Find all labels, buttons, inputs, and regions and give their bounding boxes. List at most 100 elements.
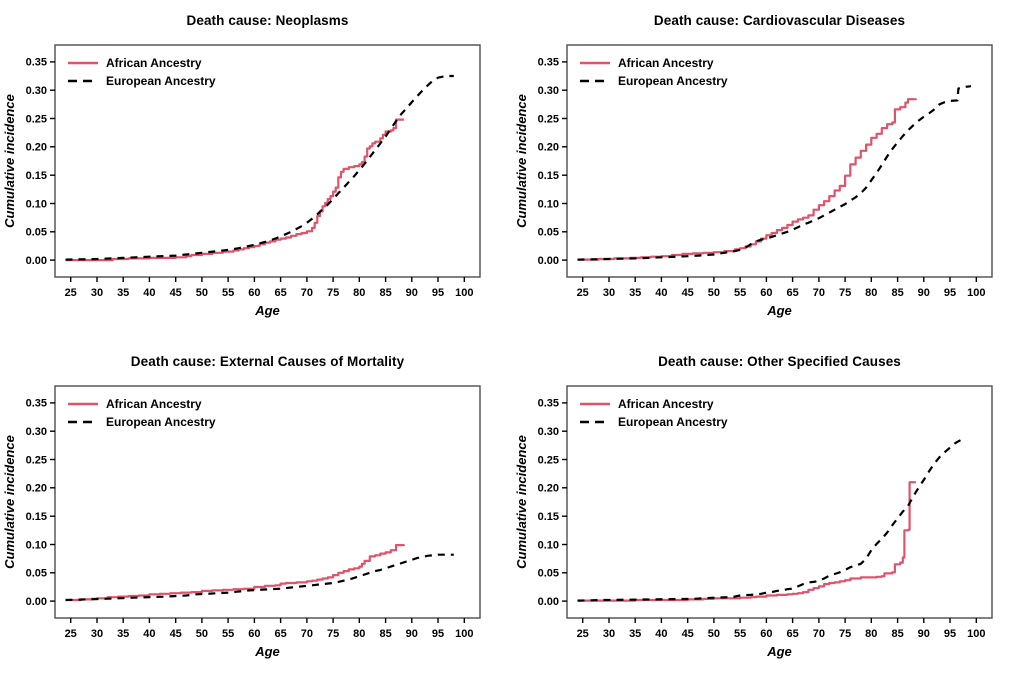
x-axis-tick-label: 40 — [143, 628, 155, 640]
x-axis-tick-label: 65 — [274, 628, 286, 640]
y-axis-tick-label: 0.10 — [538, 539, 559, 551]
x-axis-tick-label: 80 — [865, 628, 877, 640]
legend-label-european-ancestry: European Ancestry — [106, 415, 216, 429]
x-axis-tick-label: 100 — [967, 287, 985, 299]
plot-frame — [566, 385, 993, 619]
european-ancestry-curve — [65, 553, 454, 602]
x-axis-tick-label: 25 — [65, 287, 77, 299]
y-axis-tick-label: 0.00 — [26, 255, 47, 267]
y-axis-tick-label: 0.35 — [538, 398, 559, 410]
y-axis-tick-label: 0.20 — [26, 483, 47, 495]
x-axis-tick-label: 95 — [944, 628, 956, 640]
x-axis-tick-label: 35 — [629, 287, 641, 299]
y-axis-tick-label: 0.00 — [538, 596, 559, 608]
chart-other-specified-causes: 25 30 35 40 45 50 55 60 65 70 75 80 85 90 95 100 0.00 0.0… — [514, 385, 993, 659]
x-axis-tick-label: 30 — [603, 628, 615, 640]
x-axis-tick-label: 90 — [918, 287, 930, 299]
x-axis-tick-label: 35 — [117, 287, 129, 299]
y-axis-tick-label: 0.20 — [26, 142, 47, 154]
x-axis-tick-label: 95 — [432, 628, 444, 640]
y-axis-tick-label: 0.35 — [538, 57, 559, 69]
x-axis-tick-label: 100 — [455, 628, 473, 640]
y-axis-label: Cumulative incidence — [514, 94, 529, 228]
y-axis-tick-label: 0.10 — [538, 198, 559, 210]
x-axis-tick-label: 50 — [708, 287, 720, 299]
x-axis-tick-label: 30 — [91, 287, 103, 299]
x-axis-tick-label: 30 — [91, 628, 103, 640]
x-axis-tick-label: 25 — [65, 628, 77, 640]
x-axis-tick-label: 90 — [406, 628, 418, 640]
plot-frame — [54, 385, 481, 619]
y-axis-tick-label: 0.05 — [538, 568, 559, 580]
y-axis-tick-label: 0.30 — [26, 85, 47, 97]
x-axis-tick-label: 90 — [918, 628, 930, 640]
chart-cardiovascular-diseases: 25 30 35 40 45 50 55 60 65 70 75 80 85 90 95 100 0.00 0.0… — [514, 44, 993, 318]
x-axis-tick-label: 35 — [629, 628, 641, 640]
plot-frame — [566, 44, 993, 278]
chart-neoplasms: 25 30 35 40 45 50 55 60 65 70 75 80 85 90 95 100 0.00 0.0… — [2, 44, 481, 318]
x-axis-tick-label: 70 — [301, 628, 313, 640]
x-axis-tick-label: 95 — [944, 287, 956, 299]
y-axis-tick-label: 0.30 — [538, 426, 559, 438]
legend-label-european-ancestry: European Ancestry — [106, 74, 216, 88]
x-axis-tick-label: 45 — [170, 287, 182, 299]
y-axis-tick-label: 0.00 — [26, 596, 47, 608]
x-axis-label: Age — [254, 303, 280, 318]
african-ancestry-curve — [577, 98, 917, 261]
x-axis-tick-label: 85 — [891, 287, 903, 299]
y-axis-tick-label: 0.30 — [26, 426, 47, 438]
x-axis-label: Age — [766, 303, 792, 318]
y-axis-tick-label: 0.15 — [26, 511, 47, 523]
y-axis-tick-label: 0.35 — [26, 57, 47, 69]
panel-title-neoplasms: Death cause: Neoplasms — [186, 13, 349, 28]
x-axis-tick-label: 95 — [432, 287, 444, 299]
y-axis-tick-label: 0.05 — [26, 568, 47, 580]
y-axis-tick-label: 0.25 — [26, 454, 47, 466]
european-ancestry-curve — [577, 438, 967, 602]
panel-title-cardiovascular-diseases: Death cause: Cardiovascular Diseases — [653, 13, 906, 28]
x-axis-tick-label: 40 — [655, 628, 667, 640]
y-axis-tick-label: 0.10 — [26, 198, 47, 210]
x-axis-tick-label: 65 — [786, 287, 798, 299]
x-axis-tick-label: 25 — [577, 628, 589, 640]
x-axis-tick-label: 60 — [248, 287, 260, 299]
x-axis-tick-label: 30 — [603, 287, 615, 299]
x-axis-tick-label: 100 — [455, 287, 473, 299]
x-axis-tick-label: 50 — [196, 287, 208, 299]
x-axis-tick-label: 85 — [891, 628, 903, 640]
legend-label-african-ancestry: African Ancestry — [106, 56, 202, 70]
y-axis-tick-label: 0.15 — [538, 511, 559, 523]
x-axis-tick-label: 70 — [813, 287, 825, 299]
y-axis-tick-label: 0.20 — [538, 483, 559, 495]
african-ancestry-curve — [577, 481, 916, 602]
y-axis-tick-label: 0.30 — [538, 85, 559, 97]
y-axis-tick-label: 0.05 — [538, 227, 559, 239]
x-axis-tick-label: 65 — [274, 287, 286, 299]
y-axis-tick-label: 0.25 — [538, 113, 559, 125]
x-axis-tick-label: 55 — [222, 628, 234, 640]
x-axis-tick-label: 80 — [865, 287, 877, 299]
x-axis-tick-label: 50 — [708, 628, 720, 640]
x-axis-tick-label: 60 — [760, 628, 772, 640]
panel-title-external-causes: Death cause: External Causes of Mortalit… — [130, 354, 405, 369]
x-axis-tick-label: 75 — [839, 628, 851, 640]
european-ancestry-curve — [577, 85, 972, 261]
legend-label-african-ancestry: African Ancestry — [618, 397, 714, 411]
y-axis-tick-label: 0.10 — [26, 539, 47, 551]
x-axis-tick-label: 35 — [117, 628, 129, 640]
x-axis-label: Age — [766, 644, 792, 659]
x-axis-tick-label: 50 — [196, 628, 208, 640]
panel-title-other-specified-causes: Death cause: Other Specified Causes — [658, 354, 901, 369]
panel-external-causes: 25 30 35 40 45 50 55 60 65 70 75 80 85 90 95 100 0.00 0.0… — [0, 341, 512, 682]
x-axis-tick-label: 25 — [577, 287, 589, 299]
panel-neoplasms: 25 30 35 40 45 50 55 60 65 70 75 80 85 90 95 100 0.00 0.0… — [0, 0, 512, 341]
x-axis-tick-label: 75 — [327, 628, 339, 640]
y-axis-tick-label: 0.20 — [538, 142, 559, 154]
x-axis-tick-label: 85 — [379, 628, 391, 640]
european-ancestry-curve — [65, 74, 454, 261]
legend-label-african-ancestry: African Ancestry — [106, 397, 202, 411]
y-axis-label: Cumulative incidence — [514, 435, 529, 569]
x-axis-tick-label: 70 — [813, 628, 825, 640]
x-axis-tick-label: 100 — [967, 628, 985, 640]
x-axis-tick-label: 70 — [301, 287, 313, 299]
